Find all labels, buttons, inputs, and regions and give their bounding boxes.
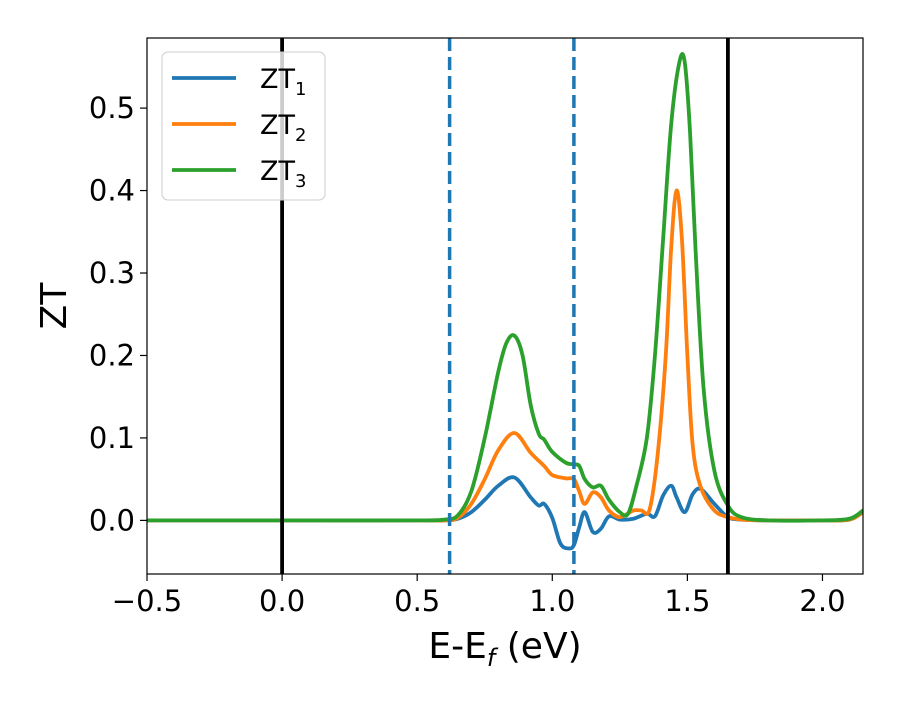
series-line-2 — [147, 188, 863, 523]
x-tick-label: 1.5 — [664, 584, 710, 618]
y-tick-label: 0.2 — [89, 338, 135, 372]
y-tick-label: 0.4 — [89, 174, 135, 208]
series-line-1 — [147, 475, 863, 551]
x-tick-label: 1.0 — [529, 584, 575, 618]
y-tick-label: 0.0 — [89, 503, 135, 537]
legend-label-3: ZT3 — [260, 156, 306, 192]
x-tick-label: 0.0 — [259, 584, 305, 618]
x-axis-label: E-Ef (eV) — [428, 626, 581, 672]
legend-label-2: ZT2 — [260, 110, 306, 146]
x-tick-label: 2.0 — [799, 584, 845, 618]
x-axis: −0.5 0.0 0.5 1.0 1.5 2.0 — [112, 574, 846, 618]
y-tick-label: 0.1 — [89, 421, 135, 455]
plot-frame — [146, 37, 864, 575]
series-line-3 — [147, 52, 863, 523]
legend-label-1: ZT1 — [260, 64, 306, 100]
y-tick-label: 0.3 — [89, 256, 135, 290]
y-tick-label: 0.5 — [89, 91, 135, 125]
y-axis-label: ZT — [34, 282, 75, 330]
x-tick-label: −0.5 — [112, 584, 182, 618]
legend: ZT1 ZT2 ZT3 — [161, 51, 326, 201]
legend-box — [161, 51, 326, 201]
y-axis: 0.0 0.1 0.2 0.3 0.4 0.5 — [89, 91, 147, 537]
x-tick-label: 0.5 — [394, 584, 440, 618]
